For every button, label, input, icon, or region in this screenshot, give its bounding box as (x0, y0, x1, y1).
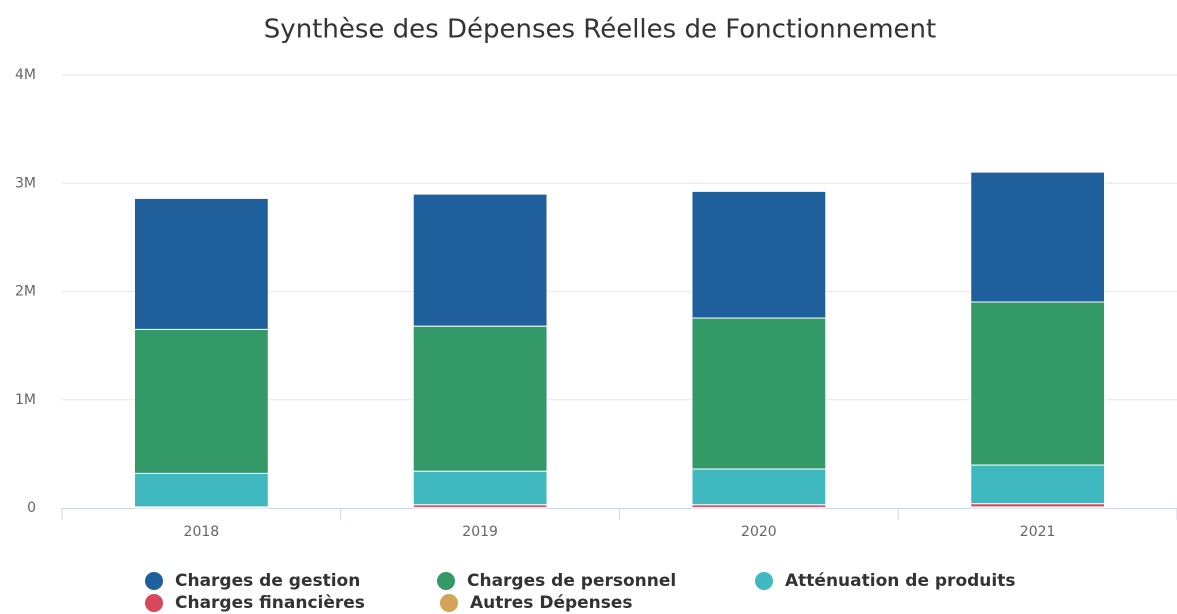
bar-segment (691, 468, 827, 506)
legend-label: Charges de personnel (467, 571, 676, 591)
legend-label: Autres Dépenses (470, 593, 633, 613)
bar-segment (133, 328, 269, 474)
legend-marker (145, 572, 163, 590)
legend-label: Charges de gestion (175, 571, 360, 591)
y-tick-label: 3M (15, 175, 36, 191)
legend-marker (145, 594, 163, 612)
y-tick-label: 4M (15, 67, 36, 83)
x-tick-label: 2019 (462, 524, 498, 540)
chart-title: Synthèse des Dépenses Réelles de Fonctio… (264, 15, 936, 45)
bar-segment (133, 197, 269, 330)
y-tick-label: 2M (15, 284, 36, 300)
bar-segment (412, 470, 548, 506)
bar-segment (412, 325, 548, 472)
bar-segment (412, 193, 548, 327)
legend-marker (755, 572, 773, 590)
bar-segment (133, 472, 269, 508)
bar-segment (970, 171, 1106, 303)
legend-marker (437, 572, 455, 590)
bar-segment (970, 301, 1106, 466)
bar-segment (970, 464, 1106, 505)
legend-label: Atténuation de produits (785, 571, 1015, 591)
legend-marker (440, 594, 458, 612)
y-tick-label: 1M (15, 392, 36, 408)
legend-label: Charges financières (175, 593, 365, 613)
x-tick-label: 2018 (184, 524, 220, 540)
y-tick-label: 0 (27, 500, 36, 516)
x-tick-label: 2020 (741, 524, 777, 540)
x-tick-label: 2021 (1020, 524, 1056, 540)
bar-segment (691, 190, 827, 319)
bar-segment (691, 317, 827, 470)
